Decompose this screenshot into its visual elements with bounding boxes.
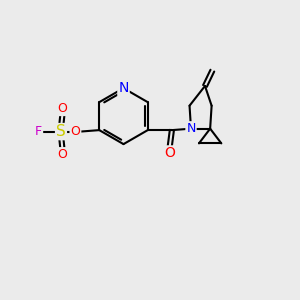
- Text: F: F: [35, 125, 42, 138]
- Text: O: O: [70, 125, 80, 138]
- Text: O: O: [58, 148, 68, 161]
- Text: O: O: [164, 146, 175, 161]
- Text: N: N: [118, 81, 129, 95]
- Text: O: O: [58, 102, 68, 115]
- Text: S: S: [56, 124, 66, 139]
- Text: N: N: [186, 122, 196, 135]
